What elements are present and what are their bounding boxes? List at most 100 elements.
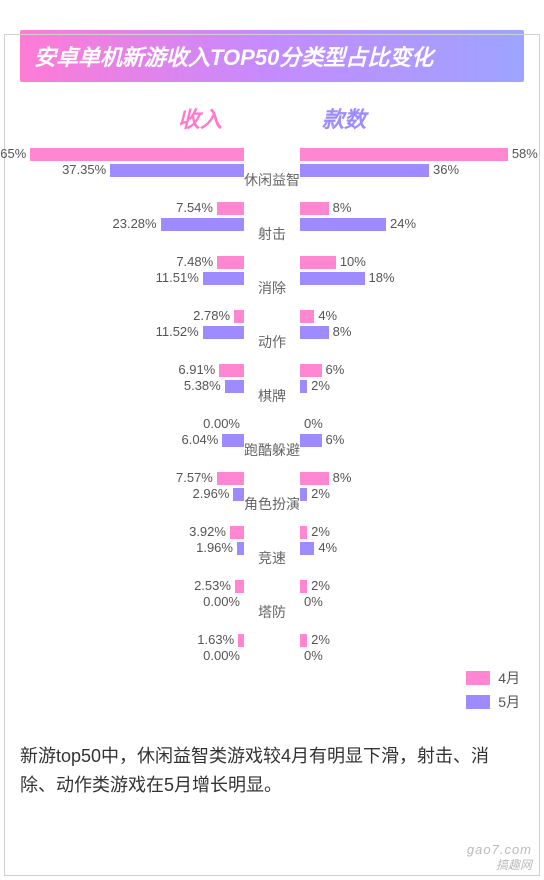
bar-left-april: [30, 148, 244, 161]
value-left-april: 0.00%: [203, 416, 240, 431]
category-label: 休闲益智: [244, 170, 300, 190]
category-label: 竞速: [258, 548, 286, 568]
bar-right-may: [300, 434, 322, 447]
value-right-may: 8%: [333, 324, 352, 339]
bar-left-april: [238, 634, 244, 647]
title-text: 安卓单机新游收入TOP50分类型占比变化: [34, 45, 433, 70]
bar-right-may: [300, 380, 307, 393]
value-right-april: 58%: [512, 146, 538, 161]
bar-right-april: [300, 256, 336, 269]
legend-label-may: 5月: [498, 692, 520, 712]
title-banner: 安卓单机新游收入TOP50分类型占比变化: [20, 30, 524, 82]
chart-row: 7.54% 23.28% 8% 24% 射击: [20, 198, 524, 246]
value-left-may: 5.38%: [184, 378, 221, 393]
axis-left-label: 收入: [178, 102, 222, 134]
bar-right-april: [300, 364, 322, 377]
legend: 4月 5月: [466, 664, 520, 716]
axis-titles: 收入 款数: [0, 102, 544, 134]
value-left-may: 1.96%: [196, 540, 233, 555]
caption-text: 新游top50中，休闲益智类游戏较4月有明显下滑，射击、消除、动作类游戏在5月增…: [20, 742, 524, 800]
value-left-may: 23.28%: [113, 216, 157, 231]
chart-row: 0.00%6.04% 0%6% 跑酷躲避: [20, 414, 524, 462]
value-left-april: 6.91%: [178, 362, 215, 377]
value-left-may: 11.52%: [156, 324, 199, 339]
chart-row: 7.57%2.96%8%2%角色扮演: [20, 468, 524, 516]
bar-right-may: [300, 272, 365, 285]
bar-left-may: [161, 218, 244, 231]
value-left-april: 2.53%: [194, 578, 231, 593]
bar-right-april: [300, 472, 329, 485]
chart-row: 7.48%11.51%10%18%消除: [20, 252, 524, 300]
value-left-april: 2.78%: [193, 308, 230, 323]
value-right-may: 0%: [304, 594, 323, 609]
bar-right-april: [300, 202, 329, 215]
value-left-april: 7.48%: [176, 254, 213, 269]
chart-row: 6.91%5.38% 6%2% 棋牌: [20, 360, 524, 408]
value-left-april: 3.92%: [189, 524, 226, 539]
bar-right-may: [300, 164, 429, 177]
value-right-may: 24%: [390, 216, 416, 231]
chart-row: 59.65%37.35%58%36%休闲益智: [20, 144, 524, 192]
category-label: 塔防: [258, 602, 286, 622]
value-left-may: 6.04%: [181, 432, 218, 447]
bar-left-may: [233, 488, 244, 501]
value-right-april: 2%: [311, 632, 330, 647]
value-right-may: 2%: [311, 378, 330, 393]
legend-swatch-april: [466, 671, 490, 685]
watermark-line2: 搞趣网: [467, 858, 532, 872]
bar-left-april: [217, 202, 244, 215]
value-right-april: 2%: [311, 524, 330, 539]
chart-row: 2.53%0.00%2%0%塔防: [20, 576, 524, 624]
category-label: 射击: [258, 224, 286, 244]
chart-row: 1.63%0.00%2%0%: [20, 630, 524, 678]
axis-right-label: 款数: [322, 102, 366, 134]
legend-item-april: 4月: [466, 668, 520, 688]
chart-row: 3.92%1.96%2%4%竞速: [20, 522, 524, 570]
diverging-bar-chart: 59.65%37.35%58%36%休闲益智7.54%23.28%8%24%射击…: [20, 144, 524, 678]
value-right-april: 0%: [304, 416, 323, 431]
category-label: 跑酷躲避: [244, 440, 300, 460]
bar-left-april: [219, 364, 244, 377]
value-right-april: 4%: [318, 308, 337, 323]
bar-left-april: [234, 310, 244, 323]
chart-row: 2.78%11.52% 4%8% 动作: [20, 306, 524, 354]
bar-left-may: [203, 272, 244, 285]
category-label: 棋牌: [258, 386, 286, 406]
bar-left-april: [217, 472, 244, 485]
bar-left-may: [225, 380, 244, 393]
category-label: 动作: [258, 332, 286, 352]
value-right-april: 8%: [333, 200, 352, 215]
watermark: gao7.com 搞趣网: [467, 842, 532, 872]
value-left-may: 0.00%: [203, 648, 240, 663]
bar-right-april: [300, 148, 508, 161]
value-right-april: 8%: [333, 470, 352, 485]
bar-left-may: [222, 434, 244, 447]
value-left-may: 11.51%: [156, 270, 199, 285]
legend-swatch-may: [466, 695, 490, 709]
legend-label-april: 4月: [498, 668, 520, 688]
bar-right-april: [300, 526, 307, 539]
bar-left-april: [235, 580, 244, 593]
value-left-april: 59.65%: [0, 146, 26, 161]
value-left-april: 7.57%: [176, 470, 213, 485]
bar-left-may: [110, 164, 244, 177]
value-right-may: 36%: [433, 162, 459, 177]
value-right-april: 6%: [326, 362, 345, 377]
bar-right-april: [300, 634, 307, 647]
legend-item-may: 5月: [466, 692, 520, 712]
value-left-may: 37.35%: [62, 162, 106, 177]
bar-right-may: [300, 488, 307, 501]
bar-left-april: [230, 526, 244, 539]
value-right-may: 0%: [304, 648, 323, 663]
value-left-april: 7.54%: [176, 200, 213, 215]
value-right-may: 2%: [311, 486, 330, 501]
value-right-may: 6%: [326, 432, 345, 447]
bar-right-may: [300, 218, 386, 231]
bar-left-may: [237, 542, 244, 555]
category-label: 角色扮演: [244, 494, 300, 514]
value-right-april: 10%: [340, 254, 366, 269]
bar-right-april: [300, 580, 307, 593]
value-right-may: 18%: [369, 270, 395, 285]
value-right-april: 2%: [311, 578, 330, 593]
bar-right-april: [300, 310, 314, 323]
